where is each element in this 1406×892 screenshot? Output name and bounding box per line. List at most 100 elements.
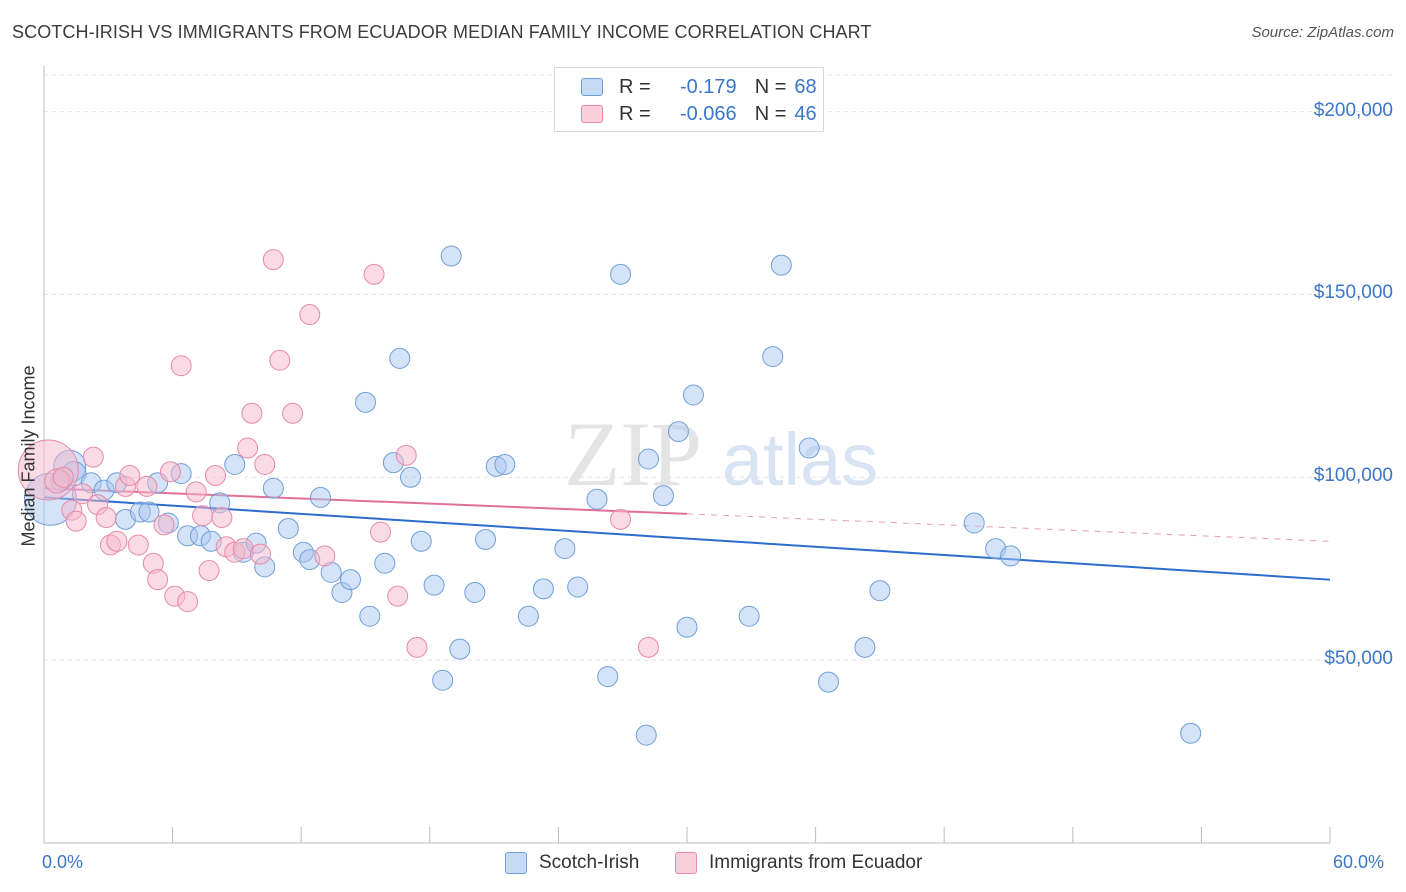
- point-ecuador: [237, 437, 259, 459]
- point-ecuador: [106, 530, 128, 552]
- point-scotch-irish: [359, 605, 381, 627]
- point-scotch-irish: [389, 347, 411, 369]
- point-ecuador: [314, 545, 336, 567]
- legend-n-label: N =: [754, 75, 787, 98]
- point-ecuador: [262, 249, 284, 271]
- point-ecuador: [204, 464, 226, 486]
- legend-r-value: -0.179: [679, 75, 737, 98]
- y-tick-label: $100,000: [1313, 465, 1393, 487]
- point-scotch-irish: [667, 421, 689, 443]
- point-ecuador: [637, 636, 659, 658]
- chart-source: Source: ZipAtlas.com: [1251, 24, 1394, 41]
- point-scotch-irish: [309, 486, 331, 508]
- legend-row-scotch-irish: R = -0.179 N = 68: [581, 75, 817, 99]
- point-scotch-irish: [610, 263, 632, 285]
- point-scotch-irish: [738, 605, 760, 627]
- y-tick-label: $150,000: [1313, 282, 1393, 304]
- point-scotch-irish: [567, 576, 589, 598]
- point-scotch-irish: [817, 671, 839, 693]
- point-scotch-irish: [762, 346, 784, 368]
- point-ecuador: [159, 461, 181, 483]
- legend-swatch-scotch-irish: [581, 78, 603, 96]
- point-ecuador: [119, 464, 141, 486]
- point-ecuador: [95, 507, 117, 529]
- series-swatch-ecuador: [675, 852, 697, 874]
- point-ecuador: [370, 521, 392, 543]
- x-tick-label-min: 0.0%: [42, 852, 84, 872]
- point-scotch-irish: [277, 517, 299, 539]
- point-ecuador: [299, 304, 321, 326]
- point-ecuador: [185, 481, 207, 503]
- point-ecuador: [127, 534, 149, 556]
- point-ecuador: [153, 514, 175, 536]
- point-scotch-irish: [963, 512, 985, 534]
- point-ecuador: [82, 446, 104, 468]
- point-ecuador: [395, 444, 417, 466]
- legend-swatch-ecuador: [581, 105, 603, 123]
- series-legend-ecuador[interactable]: Immigrants from Ecuador: [675, 852, 922, 874]
- point-ecuador: [249, 543, 271, 565]
- point-scotch-irish: [432, 669, 454, 691]
- point-scotch-irish: [262, 477, 284, 499]
- legend-r-label: R =: [619, 75, 651, 98]
- point-scotch-irish: [676, 616, 698, 638]
- point-scotch-irish: [854, 636, 876, 658]
- watermark: ZIP atlas: [564, 403, 878, 505]
- point-scotch-irish: [517, 605, 539, 627]
- point-ecuador: [241, 402, 263, 424]
- gridlines: [44, 74, 1392, 661]
- point-ecuador: [72, 483, 94, 505]
- point-scotch-irish: [597, 666, 619, 688]
- legend-n-label: N =: [754, 102, 787, 125]
- point-scotch-irish: [440, 245, 462, 267]
- y-axis-title: Median Family Income: [18, 365, 39, 547]
- point-scotch-irish: [400, 466, 422, 488]
- point-ecuador: [198, 560, 220, 582]
- series-legend: Scotch-Irish Immigrants from Ecuador: [0, 852, 1406, 876]
- point-scotch-irish: [138, 501, 160, 523]
- point-scotch-irish: [355, 391, 376, 413]
- legend-r-value: -0.066: [679, 102, 737, 125]
- point-ecuador: [65, 510, 87, 532]
- series-label-ecuador: Immigrants from Ecuador: [709, 852, 923, 873]
- point-scotch-irish: [224, 453, 246, 475]
- point-ecuador: [363, 263, 385, 285]
- point-scotch-irish: [1180, 722, 1202, 744]
- point-scotch-irish: [339, 569, 361, 591]
- correlation-legend: R = -0.179 N = 68 R = -0.066 N = 46: [554, 67, 824, 132]
- point-scotch-irish: [869, 580, 891, 602]
- point-scotch-irish: [423, 574, 445, 596]
- trendline-dashed-ecuador: [686, 513, 1331, 542]
- legend-r-label: R =: [619, 102, 651, 125]
- point-scotch-irish: [586, 488, 608, 510]
- point-scotch-irish: [554, 538, 576, 560]
- point-scotch-irish: [532, 578, 554, 600]
- legend-row-ecuador: R = -0.066 N = 46: [581, 102, 817, 126]
- data-points: [17, 245, 1202, 746]
- point-scotch-irish: [637, 448, 659, 470]
- point-scotch-irish: [635, 724, 657, 746]
- watermark-zip: ZIP: [564, 403, 702, 505]
- point-ecuador: [52, 466, 74, 488]
- legend-n-value: 46: [794, 102, 817, 125]
- point-ecuador: [610, 508, 632, 530]
- point-scotch-irish: [449, 638, 471, 660]
- point-ecuador: [387, 585, 409, 607]
- point-ecuador: [269, 349, 291, 371]
- point-scotch-irish: [652, 485, 674, 507]
- series-swatch-scotch-irish: [505, 852, 527, 874]
- point-scotch-irish: [464, 581, 486, 603]
- point-ecuador: [192, 505, 214, 527]
- trendline-scotch-irish: [43, 496, 1331, 581]
- point-scotch-irish: [374, 552, 396, 574]
- point-ecuador: [211, 507, 233, 529]
- series-legend-scotch-irish[interactable]: Scotch-Irish: [505, 852, 639, 874]
- chart-title: SCOTCH-IRISH VS IMMIGRANTS FROM ECUADOR …: [12, 22, 872, 42]
- point-ecuador: [282, 402, 304, 424]
- point-ecuador: [136, 475, 158, 497]
- point-scotch-irish: [475, 528, 497, 550]
- point-scotch-irish: [770, 254, 792, 276]
- watermark-atlas: atlas: [722, 418, 878, 501]
- point-scotch-irish: [682, 384, 704, 406]
- legend-n-value: 68: [794, 75, 817, 98]
